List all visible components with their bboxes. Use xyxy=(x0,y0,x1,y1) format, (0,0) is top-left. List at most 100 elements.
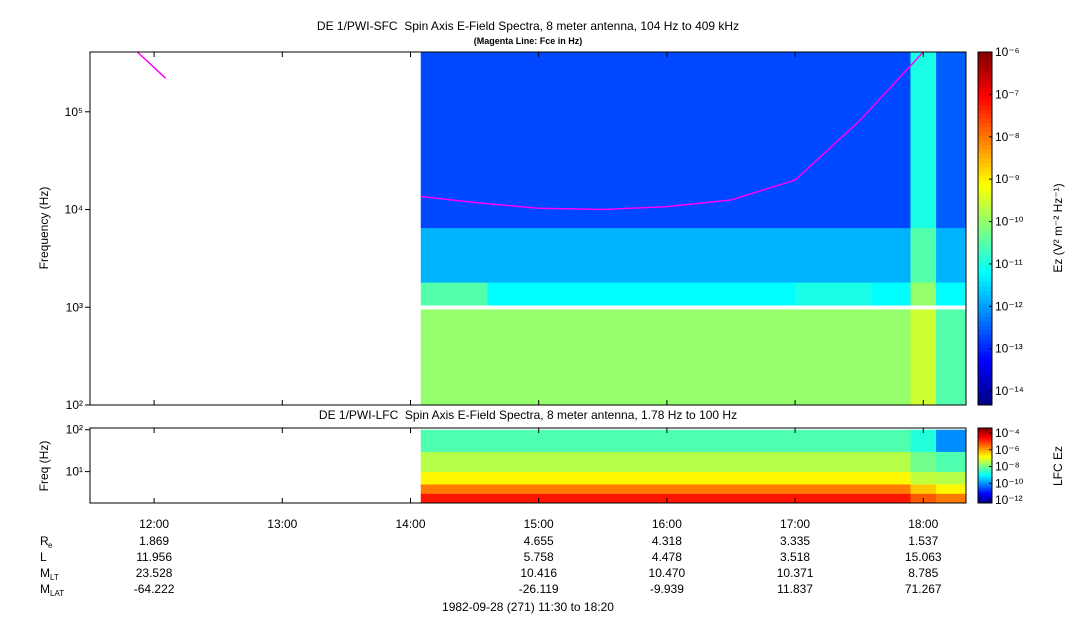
colorbar-swatch xyxy=(978,175,992,181)
colorbar-frame xyxy=(977,51,993,406)
spectrogram-cell xyxy=(564,484,642,494)
colorbar-swatch xyxy=(978,113,992,119)
colorbar-swatch xyxy=(978,476,992,479)
y-axis-label: Frequency (Hz) xyxy=(37,187,51,270)
spectrogram-cell xyxy=(564,493,642,504)
colorbar-swatch xyxy=(978,60,992,66)
colorbar-swatch xyxy=(978,436,992,438)
spectrogram-cell xyxy=(420,493,488,504)
colorbar-swatch xyxy=(978,477,992,480)
spectrogram-cell xyxy=(795,309,873,406)
colorbar-swatch xyxy=(978,290,992,296)
colorbar-swatch xyxy=(978,465,992,467)
spectrogram-cell xyxy=(910,429,937,452)
colorbar-swatch xyxy=(978,365,992,371)
colorbar-swatch xyxy=(978,458,992,460)
spectrogram-cell xyxy=(641,429,719,452)
x-tick-label: 17:00 xyxy=(780,517,810,531)
spectrogram-cell xyxy=(795,52,873,229)
colorbar-swatch xyxy=(978,52,992,57)
colorbar-swatch xyxy=(978,483,992,485)
colorbar-tick-label: 10⁻¹² xyxy=(995,493,1023,507)
colorbar-swatch xyxy=(978,458,992,461)
spectrogram-cell xyxy=(718,471,796,485)
ephemeris-label-sub: LAT xyxy=(50,589,64,598)
colorbar-swatch xyxy=(978,447,992,450)
colorbar-swatch xyxy=(978,347,992,353)
colorbar-swatch xyxy=(978,259,992,265)
colorbar-swatch xyxy=(978,443,992,445)
colorbar-swatch xyxy=(978,202,992,207)
spectrogram-cell xyxy=(936,52,967,229)
colorbar-swatch xyxy=(978,485,992,487)
colorbar-swatch xyxy=(978,440,992,442)
colorbar-swatch xyxy=(978,316,992,322)
colorbar-swatch xyxy=(978,437,992,439)
spectrogram-cell xyxy=(871,309,911,406)
colorbar-swatch xyxy=(978,498,992,500)
spectrogram-cell xyxy=(795,451,873,472)
colorbar-swatch xyxy=(978,428,992,430)
colorbar-swatch xyxy=(978,443,992,446)
spectrogram-cell xyxy=(564,282,642,306)
colorbar-swatch xyxy=(978,360,992,366)
colorbar-swatch xyxy=(978,338,992,344)
colorbar-swatch xyxy=(978,452,992,454)
colorbar-swatch xyxy=(978,193,992,199)
colorbar-swatch xyxy=(978,494,992,496)
x-tick-label: 14:00 xyxy=(395,517,425,531)
colorbar-swatch xyxy=(978,250,992,256)
colorbar-swatch xyxy=(978,171,992,176)
spectrogram-cell xyxy=(936,309,967,406)
spectrogram-cell xyxy=(420,282,488,306)
colorbar-tick-label: 10⁻⁸ xyxy=(995,130,1020,144)
colorbar-swatch xyxy=(978,486,992,488)
colorbar-swatch xyxy=(978,491,992,494)
spectrogram-cell xyxy=(420,52,488,229)
ephemeris-label-sub: e xyxy=(48,541,53,550)
colorbar-swatch xyxy=(978,382,992,388)
colorbar-swatch xyxy=(978,461,992,464)
colorbar-swatch xyxy=(978,378,992,384)
colorbar-swatch xyxy=(978,474,992,477)
colorbar-tick-label: 10⁻¹² xyxy=(995,299,1023,313)
ephemeris-value: 15.063 xyxy=(905,550,942,564)
colorbar-swatch xyxy=(978,312,992,318)
colorbar-swatch xyxy=(978,464,992,466)
colorbar-swatch xyxy=(978,188,992,194)
colorbar-swatch xyxy=(978,254,992,260)
spectrogram-cell xyxy=(564,52,642,229)
chart-subtitle: (Magenta Line: Fce in Hz) xyxy=(474,36,583,46)
colorbar-swatch xyxy=(978,144,992,150)
colorbar-swatch xyxy=(978,356,992,362)
colorbar-swatch xyxy=(978,104,992,110)
colorbar-swatch xyxy=(978,321,992,326)
y-axis-label: Freq (Hz) xyxy=(37,441,51,492)
spectrogram-cell xyxy=(564,429,642,452)
colorbar-swatch xyxy=(978,493,992,495)
x-tick-label: 18:00 xyxy=(908,517,938,531)
spectrogram-cell xyxy=(641,484,719,494)
colorbar-swatch xyxy=(978,268,992,274)
plot-frame xyxy=(89,427,967,504)
colorbar-swatch xyxy=(978,369,992,375)
colorbar-swatch xyxy=(978,96,992,101)
spectrogram-cell xyxy=(641,52,719,229)
spectrogram-cell xyxy=(936,451,967,472)
colorbar-swatch xyxy=(978,495,992,497)
colorbar-swatch xyxy=(978,470,992,472)
colorbar-swatch xyxy=(978,438,992,440)
colorbar-swatch xyxy=(978,224,992,229)
y-tick-label: 10⁴ xyxy=(64,203,83,217)
colorbar-swatch xyxy=(978,473,992,476)
colorbar-swatch xyxy=(978,453,992,455)
spectrogram-cell xyxy=(910,309,937,406)
spectrogram-cell xyxy=(718,451,796,472)
colorbar-swatch xyxy=(978,87,992,93)
spectrogram-cell xyxy=(420,429,488,452)
colorbar-swatch xyxy=(978,468,992,470)
colorbar-swatch xyxy=(978,272,992,278)
colorbar-swatch xyxy=(978,122,992,128)
colorbar-swatch xyxy=(978,307,992,313)
